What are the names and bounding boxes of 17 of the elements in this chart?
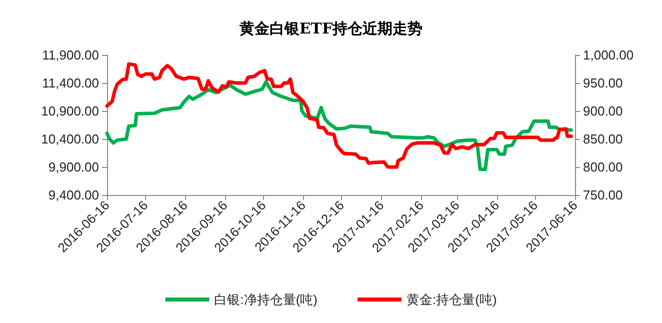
line-series (105, 80, 573, 171)
y2-tick-label: 900.00 (583, 104, 623, 118)
y2-tick-label: 750.00 (583, 188, 623, 202)
y-tick-label: 9,900.00 (48, 160, 99, 174)
y-tick-label: 10,900.00 (41, 104, 99, 118)
y-tick-label: 9,400.00 (48, 188, 99, 202)
y-tick-label: 11,400.00 (42, 76, 99, 90)
legend-label: 白银:净持仓量(吨) (214, 292, 318, 307)
y2-tick-label: 850.00 (583, 132, 623, 146)
y2-tick-label: 1,000.00 (583, 48, 634, 62)
line-series (105, 62, 573, 169)
y2-tick-label: 950.00 (583, 76, 623, 90)
legend-label: 黄金:持仓量(吨) (406, 292, 497, 307)
y-tick-label: 11,900.00 (42, 48, 99, 62)
chart-title: 黄金白银ETF持仓近期走势 (238, 20, 423, 38)
y2-tick-label: 800.00 (583, 160, 623, 174)
y-tick-label: 10,400.00 (41, 132, 99, 146)
